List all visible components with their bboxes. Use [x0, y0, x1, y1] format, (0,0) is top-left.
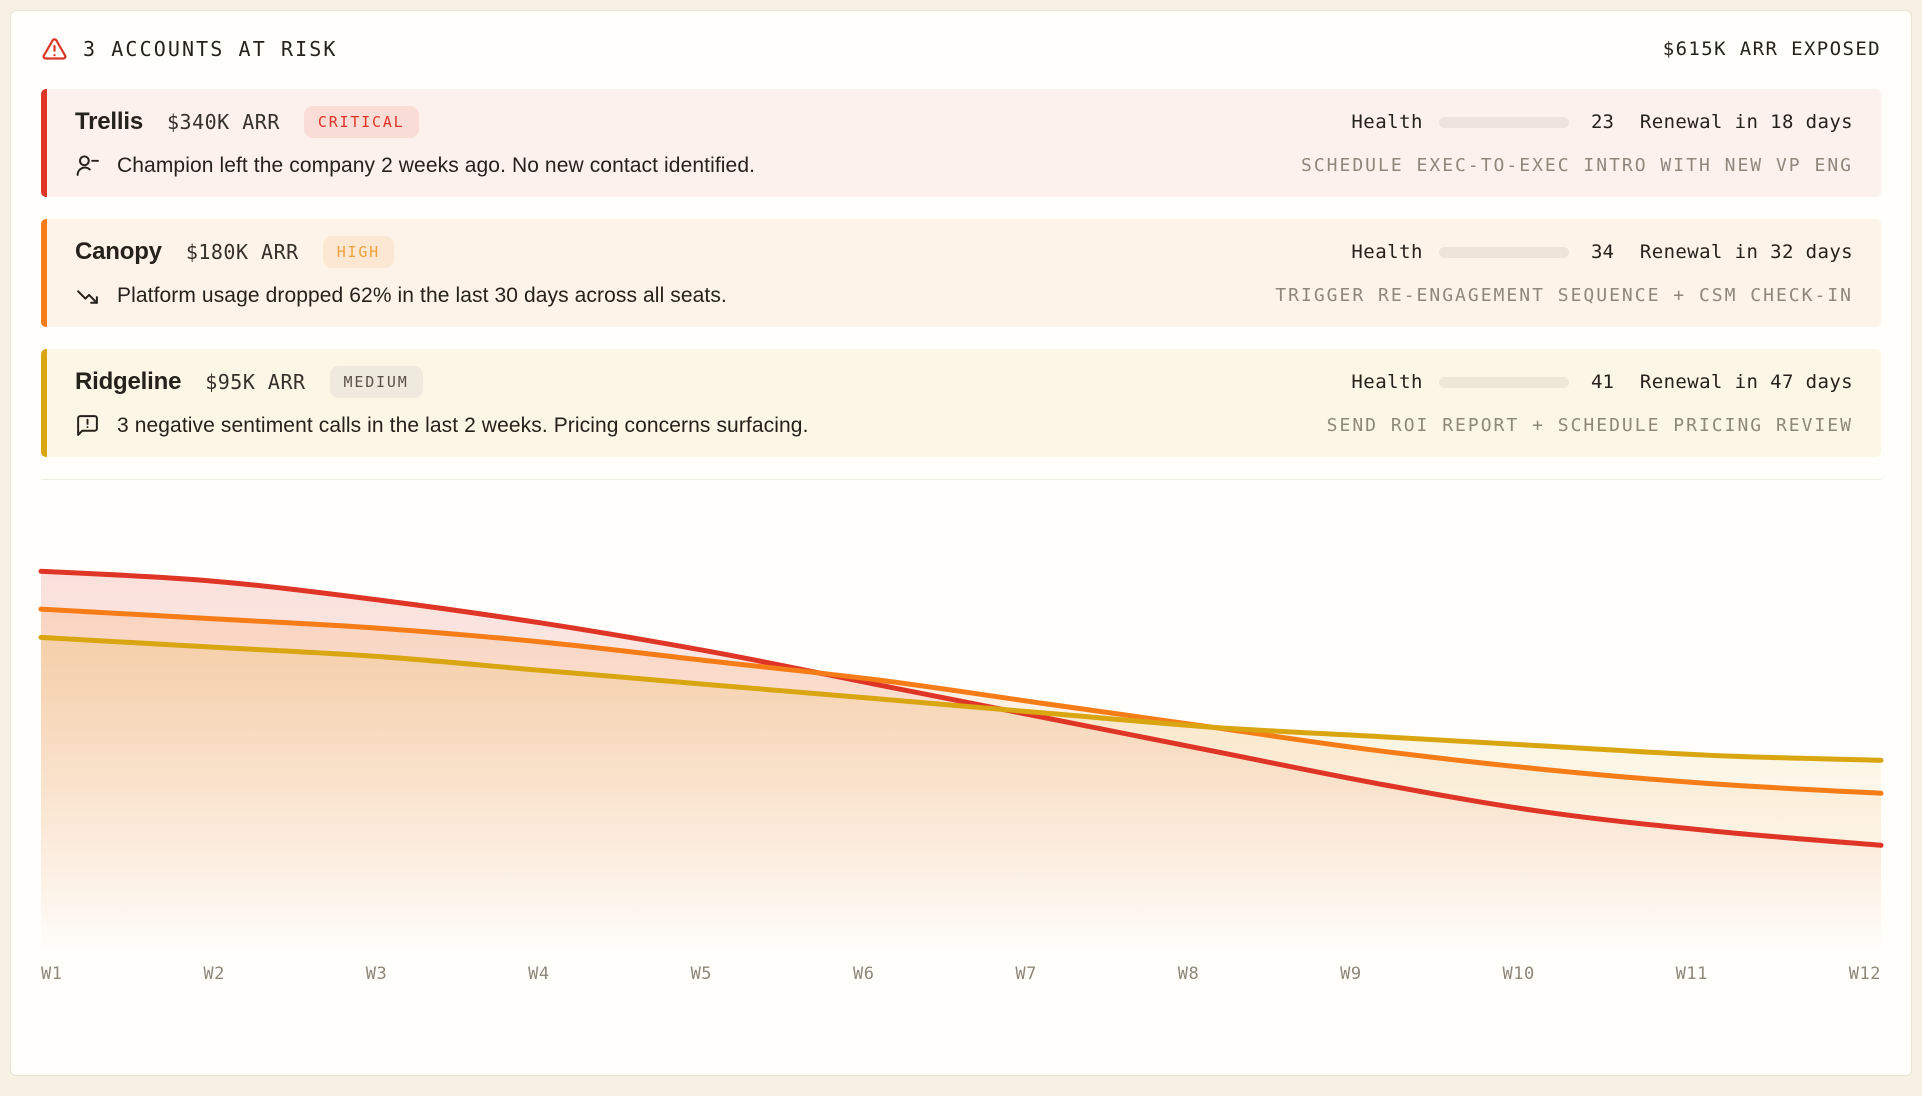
account-arr: $180K ARR	[185, 240, 299, 264]
x-axis: W1 W2 W3 W4 W5 W6 W7 W8 W9 W10 W11 W12	[41, 964, 1881, 984]
title-group: Canopy $180K ARR HIGH	[75, 236, 395, 268]
trend-line-trellis	[38, 568, 1884, 848]
trend-chart-svg	[38, 568, 1884, 954]
page-title: 3 ACCOUNTS AT RISK	[83, 37, 338, 61]
card-top-row: Canopy $180K ARR HIGH Health 34 Renewal …	[75, 236, 1853, 268]
renewal-countdown: Renewal in 32 days	[1639, 241, 1853, 263]
card-top-row: Trellis $340K ARR CRITICAL Health 23 Ren…	[75, 106, 1853, 138]
alert-triangle-icon	[41, 36, 68, 63]
arr-exposed-total: $615K ARR EXPOSED	[1662, 38, 1881, 60]
health-score: 23	[1591, 111, 1614, 133]
axis-label-w8: W8	[1177, 964, 1200, 984]
health-group: Health 23 Renewal in 18 days	[1351, 111, 1853, 133]
recommended-action: SEND ROI REPORT + SCHEDULE PRICING REVIE…	[1326, 415, 1853, 436]
axis-label-w5: W5	[690, 964, 713, 984]
health-bar-track	[1439, 246, 1569, 258]
title-group: Ridgeline $95K ARR MEDIUM	[75, 366, 423, 398]
risk-panel: 3 ACCOUNTS AT RISK $615K ARR EXPOSED Tre…	[10, 10, 1912, 1076]
health-group: Health 34 Renewal in 32 days	[1351, 241, 1853, 263]
account-card-ridgeline[interactable]: Ridgeline $95K ARR MEDIUM Health 41 Rene…	[41, 349, 1881, 457]
trend-line-ridgeline	[38, 634, 1884, 763]
axis-label-w9: W9	[1340, 964, 1362, 984]
renewal-countdown: Renewal in 47 days	[1639, 371, 1853, 393]
account-name: Canopy	[75, 238, 162, 265]
severity-badge: MEDIUM	[329, 366, 423, 398]
axis-label-w7: W7	[1015, 964, 1037, 984]
message-alert-icon	[75, 413, 100, 438]
health-group: Health 41 Renewal in 47 days	[1351, 371, 1853, 393]
health-label: Health	[1351, 111, 1423, 133]
account-card-trellis[interactable]: Trellis $340K ARR CRITICAL Health 23 Ren…	[41, 89, 1881, 197]
section-divider	[41, 479, 1881, 480]
axis-label-w3: W3	[365, 964, 388, 984]
axis-label-w12: W12	[1848, 964, 1881, 984]
account-name: Trellis	[75, 108, 143, 135]
user-minus-icon	[75, 153, 100, 178]
account-arr: $340K ARR	[166, 110, 280, 134]
axis-label-w4: W4	[528, 964, 550, 984]
recommended-action: TRIGGER RE-ENGAGEMENT SEQUENCE + CSM CHE…	[1275, 285, 1853, 306]
account-card-canopy[interactable]: Canopy $180K ARR HIGH Health 34 Renewal …	[41, 219, 1881, 327]
trending-down-icon	[75, 283, 100, 308]
header-left: 3 ACCOUNTS AT RISK	[41, 36, 338, 63]
axis-label-w11: W11	[1675, 964, 1708, 984]
axis-label-w6: W6	[852, 964, 875, 984]
account-list: Trellis $340K ARR CRITICAL Health 23 Ren…	[41, 89, 1881, 457]
health-label: Health	[1351, 241, 1423, 263]
trend-area-ridgeline	[41, 637, 1881, 954]
risk-detail-text: Platform usage dropped 62% in the last 3…	[117, 283, 727, 307]
health-label: Health	[1351, 371, 1423, 393]
renewal-countdown: Renewal in 18 days	[1639, 111, 1853, 133]
card-bottom-row: 3 negative sentiment calls in the last 2…	[75, 413, 1853, 438]
title-group: Trellis $340K ARR CRITICAL	[75, 106, 419, 138]
trend-line-canopy	[38, 606, 1884, 796]
detail-group: Champion left the company 2 weeks ago. N…	[75, 153, 755, 178]
health-score: 41	[1591, 371, 1614, 393]
severity-badge: CRITICAL	[303, 106, 419, 138]
panel-header: 3 ACCOUNTS AT RISK $615K ARR EXPOSED	[41, 33, 1881, 65]
axis-label-w2: W2	[203, 964, 225, 984]
card-top-row: Ridgeline $95K ARR MEDIUM Health 41 Rene…	[75, 366, 1853, 398]
risk-detail-text: Champion left the company 2 weeks ago. N…	[117, 153, 756, 177]
axis-label-w1: W1	[41, 964, 63, 984]
risk-detail-text: 3 negative sentiment calls in the last 2…	[117, 413, 809, 437]
health-bar-track	[1439, 116, 1569, 128]
card-bottom-row: Champion left the company 2 weeks ago. N…	[75, 153, 1853, 178]
severity-badge: HIGH	[322, 236, 395, 268]
recommended-action: SCHEDULE EXEC-TO-EXEC INTRO WITH NEW VP …	[1301, 155, 1853, 176]
account-arr: $95K ARR	[205, 370, 306, 394]
detail-group: 3 negative sentiment calls in the last 2…	[75, 413, 809, 438]
health-bar-track	[1439, 376, 1569, 388]
health-score: 34	[1591, 241, 1614, 263]
detail-group: Platform usage dropped 62% in the last 3…	[75, 283, 727, 308]
card-bottom-row: Platform usage dropped 62% in the last 3…	[75, 283, 1853, 308]
health-trend-chart: W1 W2 W3 W4 W5 W6 W7 W8 W9 W10 W11 W12	[38, 524, 1884, 984]
account-name: Ridgeline	[75, 368, 182, 395]
axis-label-w10: W10	[1502, 964, 1535, 984]
